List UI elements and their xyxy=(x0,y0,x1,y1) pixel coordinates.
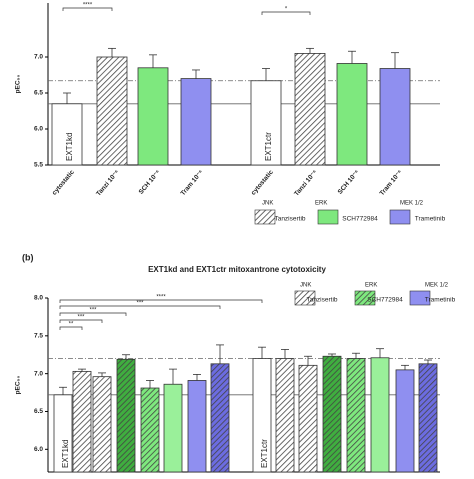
legend-group: JNK xyxy=(300,283,311,289)
x-tick-label: cytostatic xyxy=(250,169,275,197)
significance-label: *** xyxy=(89,308,97,314)
bar xyxy=(116,358,136,473)
legend-label: SCH772984 xyxy=(342,216,378,223)
y-tick-label: 6.0 xyxy=(34,126,43,133)
legend-swatch xyxy=(409,290,431,306)
legend-label: Trametinib xyxy=(425,297,456,304)
legend-label: Trametinib xyxy=(415,216,446,223)
significance-bracket xyxy=(59,319,103,323)
bar xyxy=(395,369,415,473)
y-tick-label: 7.5 xyxy=(34,333,43,340)
bar xyxy=(92,376,112,473)
significance-label: **** xyxy=(156,295,166,301)
bar xyxy=(96,56,128,166)
bar-inner-label: EXT1kd xyxy=(65,133,74,161)
panel-label: (b) xyxy=(22,252,34,262)
x-tick-label: Tanzi 10⁻⁶ xyxy=(293,169,319,198)
bar xyxy=(137,67,169,166)
significance-bracket xyxy=(59,305,221,309)
significance-label: ** xyxy=(69,322,74,328)
bar xyxy=(250,80,282,166)
bar-inner-label: EXT1kd xyxy=(61,440,70,468)
bar xyxy=(298,364,318,473)
legend-label: SCH772984 xyxy=(367,297,403,304)
significance-label: * xyxy=(285,7,288,13)
bar xyxy=(346,358,366,473)
bar xyxy=(336,63,368,166)
legend-group: MEK 1/2 xyxy=(425,283,449,289)
significance-label: *** xyxy=(77,315,85,321)
bar xyxy=(72,370,92,473)
bar xyxy=(275,358,295,473)
x-tick-label: SCH 10⁻⁶ xyxy=(337,169,361,196)
bar xyxy=(187,380,207,473)
y-tick-label: 5.5 xyxy=(34,162,43,169)
significance-bracket xyxy=(261,11,311,15)
significance-bracket xyxy=(59,312,127,316)
significance-bracket xyxy=(59,299,263,303)
x-tick-label: cytostatic xyxy=(51,169,76,197)
significance-bracket xyxy=(59,326,83,330)
x-tick-label: SCH 10⁻⁶ xyxy=(138,169,162,196)
x-tick-label: Tanzi 10⁻⁶ xyxy=(95,169,121,198)
bar xyxy=(294,53,326,166)
y-tick-label: 6.5 xyxy=(34,408,43,415)
y-axis-label: pEC₅₀ xyxy=(15,74,22,93)
legend-swatch xyxy=(389,209,411,225)
y-tick-label: 6.0 xyxy=(34,446,43,453)
y-tick-label: 7.0 xyxy=(34,54,43,61)
y-tick-label: 6.5 xyxy=(34,90,43,97)
bar-inner-label: EXT1ctr xyxy=(264,132,273,161)
legend-swatch xyxy=(317,209,339,225)
bar xyxy=(163,383,183,473)
legend-swatch xyxy=(294,290,316,306)
legend-group: MEK 1/2 xyxy=(400,201,424,207)
legend-group: ERK xyxy=(365,283,377,289)
bar xyxy=(370,357,390,473)
bar xyxy=(51,103,83,166)
significance-bracket xyxy=(62,7,113,11)
bar xyxy=(379,68,411,166)
legend-swatch xyxy=(354,290,376,306)
legend-label: Tanzisertib xyxy=(306,297,337,304)
y-tick-label: 7.0 xyxy=(34,370,43,377)
significance-label: **** xyxy=(83,3,93,9)
legend-label: Tanzisertib xyxy=(274,216,305,223)
legend-group: JNK xyxy=(262,201,273,207)
bar xyxy=(418,363,438,473)
x-tick-label: Tram 10⁻⁶ xyxy=(180,169,205,197)
bar xyxy=(322,355,342,473)
legend-swatch xyxy=(254,209,276,225)
y-tick-label: 8.0 xyxy=(34,295,43,302)
chart-title: EXT1kd and EXT1ctr mitoxantrone cytotoxi… xyxy=(148,265,326,274)
y-axis-label: pEC₅₀ xyxy=(15,375,22,394)
significance-label: *** xyxy=(136,301,144,307)
bar xyxy=(180,78,212,166)
x-tick-label: Tram 10⁻⁶ xyxy=(379,169,404,197)
bar xyxy=(140,387,160,473)
bar xyxy=(210,363,230,473)
bar-inner-label: EXT1ctr xyxy=(260,439,269,468)
legend-group: ERK xyxy=(315,201,327,207)
